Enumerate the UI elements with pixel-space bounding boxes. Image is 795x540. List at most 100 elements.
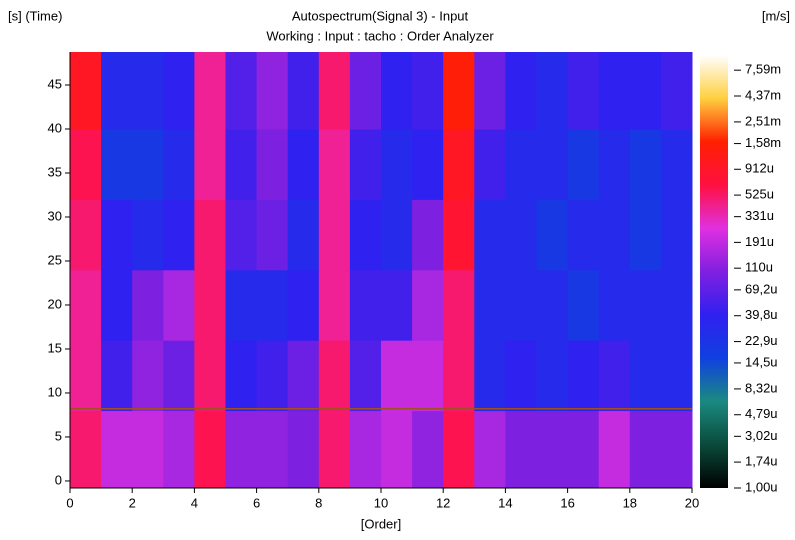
heatmap-cell [256, 340, 289, 412]
heatmap-cell [349, 52, 382, 130]
heatmap-cell [474, 52, 506, 130]
x-tick-label: 16 [560, 495, 574, 510]
heatmap-cell [194, 410, 226, 489]
y-tick-label: 45 [48, 76, 62, 91]
heatmap-cell [256, 199, 289, 271]
heatmap-cell [381, 128, 413, 200]
heatmap-cell [412, 410, 444, 489]
heatmap-cell [163, 52, 195, 130]
heatmap-cell [101, 269, 133, 341]
heatmap-cell [536, 269, 569, 341]
heatmap-cell [101, 340, 133, 412]
heatmap-cell [70, 410, 102, 489]
colorbar-tick-label: 69,2u [745, 281, 778, 296]
heatmap-cell [567, 199, 600, 271]
heatmap-cell [443, 52, 475, 130]
colorbar-tick-label: 22,9u [745, 333, 778, 348]
heatmap-cell [567, 52, 600, 130]
heatmap-cell [132, 340, 164, 412]
heatmap-cell [381, 410, 413, 489]
heatmap-cell [443, 340, 475, 412]
colorbar-tick-label: 4,79u [745, 406, 778, 421]
y-tick-label: 30 [48, 208, 62, 223]
heatmap-cell [70, 128, 102, 200]
x-tick-label: 4 [191, 495, 198, 510]
heatmap-cell [505, 52, 537, 130]
x-tick-label: 8 [315, 495, 322, 510]
heatmap-cell [598, 410, 631, 489]
x-tick-label: 2 [129, 495, 136, 510]
heatmap-cell [474, 269, 506, 341]
colorbar-tick-label: 525u [745, 187, 774, 202]
heatmap-cell [412, 340, 444, 412]
heatmap-cell [567, 340, 600, 412]
heatmap-cell [318, 128, 351, 200]
heatmap-cell [132, 128, 164, 200]
y-tick-label: 20 [48, 296, 62, 311]
heatmap-cell [567, 269, 600, 341]
heatmap-cell [474, 128, 506, 200]
heatmap-cell [412, 128, 444, 200]
heatmap-cell [598, 199, 631, 271]
heatmap-cell [318, 199, 351, 271]
heatmap-cell [505, 410, 537, 489]
heatmap-cell [381, 199, 413, 271]
heatmap-cell [132, 52, 164, 130]
heatmap-cell [536, 128, 569, 200]
y-tick-label: 25 [48, 252, 62, 267]
colorbar-tick-label: 39,8u [745, 307, 778, 322]
heatmap-cell [287, 52, 320, 130]
heatmap-cell [567, 128, 600, 200]
chart-title: Autospectrum(Signal 3) - Input [292, 8, 469, 23]
heatmap-cell [225, 340, 258, 412]
heatmap-cell [318, 269, 351, 341]
heatmap-cell [101, 128, 133, 200]
heatmap-cell [629, 340, 662, 412]
colorbar-tick-label: 14,5u [745, 354, 778, 369]
chart-subtitle: Working : Input : tacho : Order Analyzer [266, 28, 494, 43]
heatmap-cell [567, 410, 600, 489]
heatmap-cell [598, 52, 631, 130]
heatmap-cell [225, 128, 258, 200]
colorbar-tick-label: 191u [745, 234, 774, 249]
colorbar-tick-label: 4,37m [745, 87, 781, 102]
heatmap-cell [412, 269, 444, 341]
colorbar-tick-label: 331u [745, 208, 774, 223]
heatmap-cell [349, 128, 382, 200]
heatmap-cell [505, 199, 537, 271]
heatmap-cell [349, 199, 382, 271]
heatmap-cell [598, 269, 631, 341]
heatmap-cell [101, 199, 133, 271]
heatmap-cell [412, 199, 444, 271]
heatmap-cell [287, 340, 320, 412]
heatmap-cell [225, 269, 258, 341]
heatmap-cell [194, 128, 226, 200]
heatmap-cell [163, 128, 195, 200]
heatmap-cell [349, 269, 382, 341]
heatmap-cell [349, 340, 382, 412]
colorbar-label: [m/s] [762, 8, 790, 23]
heatmap-cell [287, 199, 320, 271]
heatmap-cell [225, 199, 258, 271]
heatmap-cell [225, 410, 258, 489]
heatmap-cell [443, 128, 475, 200]
heatmap-cell [194, 199, 226, 271]
heatmap-cell [163, 269, 195, 341]
heatmap-cell [225, 52, 258, 130]
x-tick-label: 18 [623, 495, 637, 510]
heatmap-cell [381, 52, 413, 130]
heatmap-cell [287, 410, 320, 489]
heatmap-cell [660, 269, 693, 341]
heatmap-cell [256, 128, 289, 200]
heatmap-cell [629, 52, 662, 130]
heatmap-cell [536, 52, 569, 130]
heatmap-cell [318, 410, 351, 489]
heatmap-cell [381, 340, 413, 412]
heatmap-cell [660, 128, 693, 200]
heatmap-cell [660, 52, 693, 130]
heatmap-cell [132, 269, 164, 341]
colorbar-tick-label: 1,58m [745, 135, 781, 150]
heatmap-cell [629, 269, 662, 341]
y-tick-label: 10 [48, 384, 62, 399]
